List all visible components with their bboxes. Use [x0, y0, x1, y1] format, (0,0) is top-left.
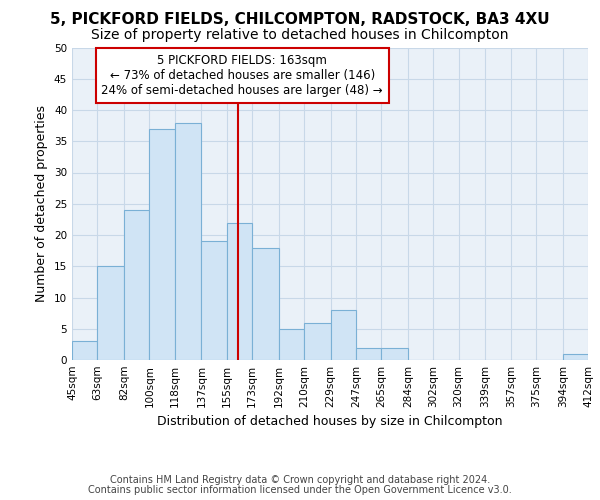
Bar	[202, 242, 227, 360]
Bar	[563, 354, 588, 360]
Bar	[331, 310, 356, 360]
Bar	[124, 210, 149, 360]
Bar	[356, 348, 382, 360]
Bar	[175, 122, 202, 360]
Bar	[304, 322, 331, 360]
Text: 5 PICKFORD FIELDS: 163sqm
← 73% of detached houses are smaller (146)
24% of semi: 5 PICKFORD FIELDS: 163sqm ← 73% of detac…	[101, 54, 383, 97]
Bar	[72, 341, 97, 360]
Bar	[149, 128, 175, 360]
Bar	[227, 222, 252, 360]
X-axis label: Distribution of detached houses by size in Chilcompton: Distribution of detached houses by size …	[157, 416, 503, 428]
Bar	[97, 266, 124, 360]
Bar	[252, 248, 278, 360]
Text: Size of property relative to detached houses in Chilcompton: Size of property relative to detached ho…	[91, 28, 509, 42]
Bar	[278, 329, 304, 360]
Text: Contains HM Land Registry data © Crown copyright and database right 2024.: Contains HM Land Registry data © Crown c…	[110, 475, 490, 485]
Y-axis label: Number of detached properties: Number of detached properties	[35, 106, 49, 302]
Text: Contains public sector information licensed under the Open Government Licence v3: Contains public sector information licen…	[88, 485, 512, 495]
Text: 5, PICKFORD FIELDS, CHILCOMPTON, RADSTOCK, BA3 4XU: 5, PICKFORD FIELDS, CHILCOMPTON, RADSTOC…	[50, 12, 550, 28]
Bar	[382, 348, 408, 360]
